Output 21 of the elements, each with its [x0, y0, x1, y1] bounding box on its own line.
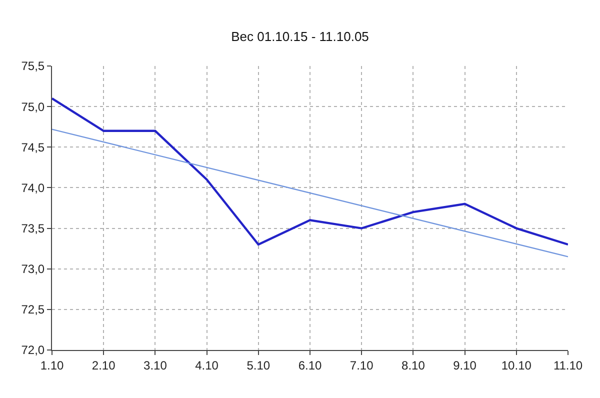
x-tick-label: 3.10 [144, 358, 168, 372]
y-tick-label: 72,5 [21, 302, 45, 317]
y-tick-label: 73,0 [21, 262, 45, 276]
y-tick-label: 73,5 [21, 221, 45, 236]
y-tick-label: 75,0 [21, 100, 45, 114]
x-tick-label: 6.10 [298, 358, 322, 372]
x-tick-label: 8.10 [402, 358, 426, 372]
x-tick-label: 11.10 [553, 358, 583, 372]
y-tick-label: 74,5 [21, 140, 45, 154]
y-tick-label: 75,5 [21, 59, 45, 74]
line-series [52, 97, 568, 246]
x-tick-label: 5.10 [246, 358, 270, 372]
y-tick-label: 74,0 [21, 180, 45, 195]
x-tick-label: 1.10 [40, 358, 64, 372]
x-tick-label: 4.10 [195, 358, 219, 372]
y-tick-label: 72,0 [21, 343, 45, 358]
chart-title: Вес 01.10.15 - 11.10.05 [231, 28, 369, 44]
x-tick-label: 9.10 [453, 358, 477, 372]
x-tick-label: 2.10 [92, 358, 116, 372]
x-tick-label: 7.10 [350, 358, 374, 372]
x-tick-label: 10.10 [501, 358, 532, 372]
